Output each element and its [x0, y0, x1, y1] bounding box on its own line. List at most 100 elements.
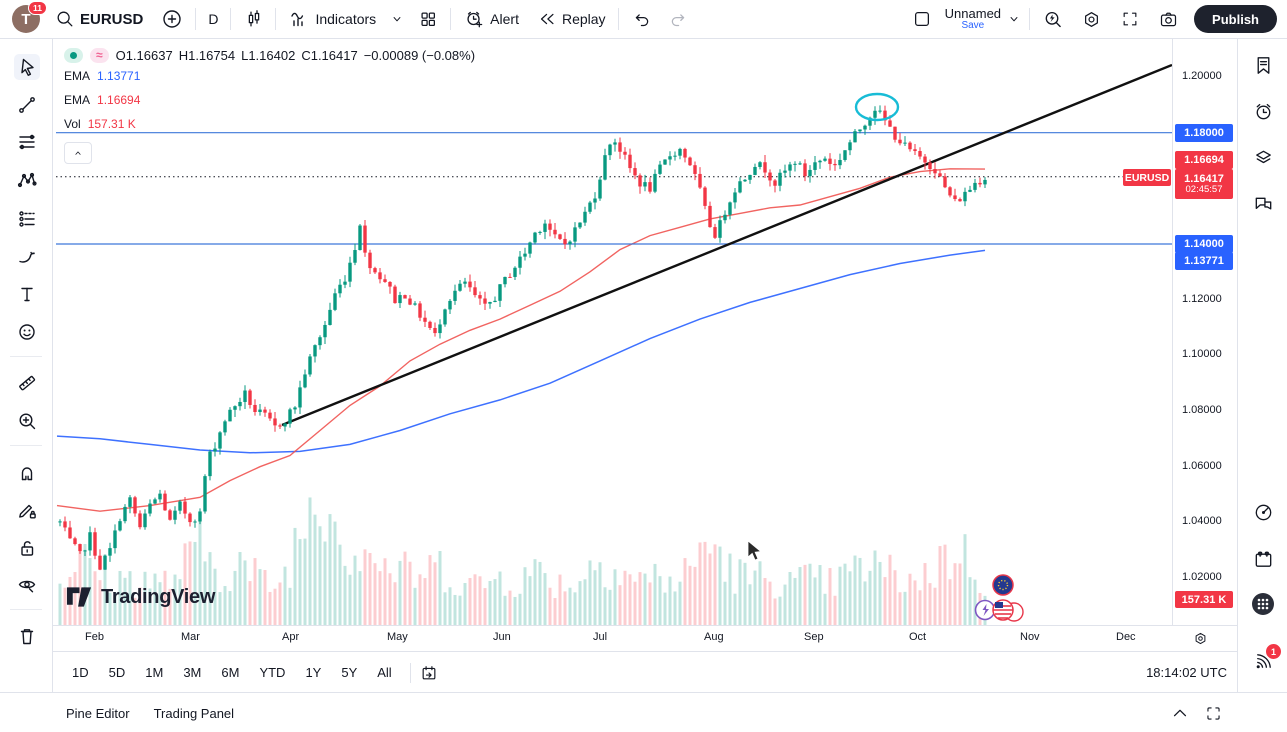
volume-label: 157.31 K [1175, 591, 1233, 608]
tool-forecast[interactable] [14, 206, 40, 232]
price-chart[interactable] [52, 38, 1172, 625]
range-ytd-button[interactable]: YTD [251, 661, 293, 684]
maximize-panel-button[interactable] [1204, 704, 1223, 723]
screenshot-button[interactable] [1149, 5, 1188, 33]
month-tick: Jun [493, 631, 511, 643]
layout-grid-button[interactable] [409, 5, 447, 33]
object-tree-button[interactable] [1250, 144, 1276, 170]
settings-button[interactable] [1072, 5, 1111, 33]
range-1y-button[interactable]: 1Y [297, 661, 329, 684]
user-avatar[interactable]: T 11 [12, 1, 47, 33]
notification-badge: 11 [28, 1, 47, 15]
screener-button[interactable] [1250, 499, 1276, 525]
range-1d-button[interactable]: 1D [64, 661, 97, 684]
market-status-badge[interactable] [64, 47, 83, 63]
symbol-search-button[interactable]: EURUSD [46, 5, 152, 33]
alerts-panel-button[interactable] [1250, 98, 1276, 124]
fullscreen-button[interactable] [1111, 5, 1149, 33]
redo-button[interactable] [660, 5, 698, 33]
tool-cursor[interactable] [14, 54, 40, 80]
news-badge: 1 [1265, 643, 1282, 660]
search-icon [57, 11, 73, 27]
legend-main-row[interactable]: ≈ O1.16637 H1.16754 L1.16402 C1.16417 −0.000… [64, 46, 481, 64]
tool-measure[interactable] [14, 370, 40, 396]
tool-text[interactable] [14, 281, 40, 307]
approx-badge[interactable]: ≈ [90, 47, 109, 63]
chart-area[interactable]: ≈ O1.16637 H1.16754 L1.16402 C1.16417 −0.000… [52, 38, 1172, 625]
interval-label: D [208, 11, 219, 27]
indicators-button[interactable]: Indicators [279, 5, 385, 33]
range-5d-button[interactable]: 5D [101, 661, 134, 684]
range-all-button[interactable]: All [369, 661, 399, 684]
top-toolbar: T 11 EURUSD D Indicators [0, 0, 1287, 39]
range-5y-button[interactable]: 5Y [333, 661, 365, 684]
tool-fib-retracement[interactable] [14, 129, 40, 155]
legend-ema-slow-row[interactable]: EMA 1.13771 [64, 64, 481, 88]
save-link[interactable]: Save [961, 19, 985, 31]
tool-trendline[interactable] [14, 92, 40, 118]
toolbar-divider [10, 609, 42, 610]
close-value: C1.16417 [301, 47, 358, 63]
chart-style-button[interactable] [234, 5, 272, 33]
tradingview-watermark[interactable]: TradingView [66, 585, 215, 609]
layout-select-button[interactable] [903, 5, 941, 33]
fib-lines-icon [19, 134, 35, 150]
layout-square-icon [914, 12, 929, 26]
price-tick: 1.10000 [1182, 348, 1222, 361]
trading-panel-tab[interactable]: Trading Panel [153, 705, 235, 721]
chevron-up-icon [75, 151, 81, 155]
publish-button[interactable]: Publish [1194, 5, 1277, 33]
watchlist-button[interactable] [1250, 52, 1276, 78]
market-open-dot [70, 51, 77, 59]
goto-date-button[interactable] [419, 663, 439, 683]
month-tick: Jul [593, 631, 608, 643]
alert-button[interactable]: Alert [454, 5, 528, 33]
range-3m-button[interactable]: 3M [175, 661, 209, 684]
tool-remove-drawings[interactable] [14, 623, 40, 649]
tool-brush[interactable] [14, 243, 40, 269]
toolbar-divider [10, 445, 42, 446]
quick-search-button[interactable] [1033, 5, 1072, 33]
layout-name-button[interactable]: Unnamed Save [941, 5, 1026, 33]
month-tick: Apr [282, 631, 300, 643]
news-feed-button[interactable]: 1 [1250, 643, 1282, 674]
cursor-icon [21, 58, 34, 76]
range-6m-button[interactable]: 6M [213, 661, 247, 684]
indicator-templates-button[interactable] [385, 5, 409, 33]
ema-fast-value: 1.16694 [97, 93, 141, 107]
tool-pattern-xabcd[interactable] [14, 167, 40, 193]
change-value: −0.00089 (−0.08%) [363, 47, 476, 63]
tool-magnet[interactable] [14, 459, 40, 485]
tool-zoom-in[interactable] [14, 408, 40, 434]
legend-collapse-button[interactable] [64, 142, 92, 164]
legend-volume-row[interactable]: Vol 157.31 K [64, 112, 481, 136]
undo-button[interactable] [622, 5, 660, 33]
session-clock[interactable]: 18:14:02 UTC [1146, 665, 1227, 680]
time-axis[interactable]: Feb Mar Apr May Jun Jul Aug Sep Oct Nov Dec [52, 625, 1237, 652]
collapse-panel-button[interactable] [1170, 705, 1190, 721]
compare-add-button[interactable] [152, 5, 192, 33]
tool-emoji[interactable] [14, 319, 40, 345]
grid-icon [421, 12, 436, 26]
tool-drawing-mode[interactable] [14, 497, 40, 523]
chat-button[interactable] [1250, 191, 1276, 217]
low-value: L1.16402 [241, 47, 296, 63]
ema-label: EMA [64, 93, 91, 107]
legend-ema-fast-row[interactable]: EMA 1.16694 [64, 88, 481, 112]
alert-clock-icon [467, 11, 483, 28]
watermark-text: TradingView [101, 585, 216, 608]
signal-icon [1256, 653, 1271, 668]
gear-icon [1085, 11, 1099, 27]
replay-button[interactable]: Replay [528, 5, 615, 33]
price-axis[interactable]: 1.18000 1.16694 1.16417 02:45:57 1.14000… [1172, 38, 1238, 625]
pine-editor-tab[interactable]: Pine Editor [66, 705, 130, 721]
tool-lock-all[interactable] [14, 535, 40, 561]
tool-hide-drawings[interactable] [14, 572, 40, 598]
calendar-button[interactable] [1250, 546, 1276, 572]
interval-button[interactable]: D [199, 5, 227, 33]
axis-settings-button[interactable] [1192, 630, 1209, 647]
apps-menu-button[interactable] [1250, 591, 1276, 617]
candlestick-icon [249, 10, 260, 27]
range-1m-button[interactable]: 1M [137, 661, 171, 684]
calendar-icon [1255, 551, 1271, 567]
